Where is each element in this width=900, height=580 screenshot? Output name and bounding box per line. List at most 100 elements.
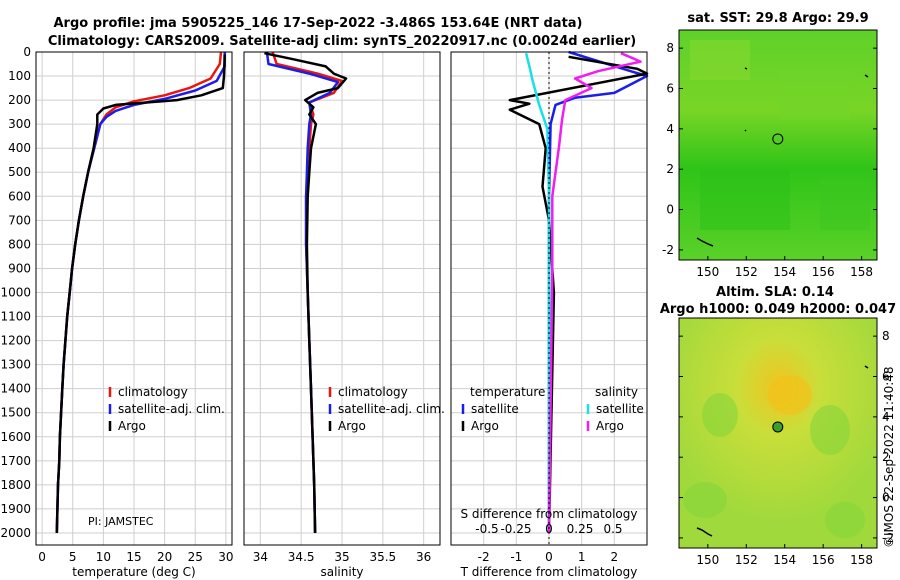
- y-tick-label: 700: [8, 213, 31, 227]
- map-x-tick-label: 152: [735, 265, 758, 279]
- x-tick-label: 0: [545, 550, 553, 564]
- temperature-panel: 0 5 10 15 20 25 30 temperature (deg C): [35, 51, 234, 579]
- y-tick-label: 100: [8, 69, 31, 83]
- map-y-tick-label: -2: [662, 243, 674, 257]
- sla-map-axes: 150 152 154 156 158 8 6 4 2 0 -2: [679, 329, 894, 567]
- x-tick-label: 34.5: [288, 550, 315, 564]
- sst-map-title: sat. SST: 29.8 Argo: 29.9: [687, 11, 868, 26]
- map-x-tick-label: 158: [850, 553, 873, 567]
- x2-tick-label: 0.25: [567, 522, 594, 536]
- sla-map-subtitle: Argo h1000: 0.049 h2000: 0.047: [660, 302, 896, 317]
- sst-argo-marker: [772, 133, 784, 145]
- x-tick-label: 2: [611, 550, 619, 564]
- y-tick-label: 900: [8, 261, 31, 275]
- y-tick-label: 1800: [0, 478, 31, 492]
- x-tick-label: 10: [96, 550, 111, 564]
- y-tick-label: 2000: [0, 526, 31, 540]
- map-y-tick-label: 4: [882, 410, 890, 424]
- x2-tick-label: 0.5: [603, 522, 622, 536]
- map-y-tick-label: 0: [666, 203, 674, 217]
- x-tick-label: 35: [334, 550, 349, 564]
- y-tick-label: 0: [23, 45, 31, 59]
- y-tick-label: 300: [8, 117, 31, 131]
- argo-line: [55, 54, 226, 534]
- map-y-tick-label: 4: [666, 122, 674, 136]
- x-axis-label: temperature (deg C): [72, 565, 195, 579]
- map-x-tick-label: 154: [773, 553, 796, 567]
- map-y-tick-label: 2: [882, 450, 890, 464]
- s-argo-line: [547, 52, 642, 534]
- map-x-tick-label: 150: [696, 553, 719, 567]
- x-tick-label: 36: [416, 550, 431, 564]
- map-y-tick-label: 8: [882, 329, 890, 343]
- x-tick-label: -2: [478, 550, 490, 564]
- sla-texture: [683, 365, 869, 538]
- x-tick-label: 25: [188, 550, 203, 564]
- legend-label: Argo: [596, 419, 624, 433]
- x-tick-label: -1: [510, 550, 522, 564]
- pi-credit: PI: JAMSTEC: [88, 515, 154, 528]
- x-tick-label: 0: [38, 550, 46, 564]
- x-axis-label: T difference from climatology: [460, 565, 638, 579]
- legend-label: satellite: [596, 402, 644, 416]
- map-x-tick-label: 156: [812, 553, 835, 567]
- map-y-tick-label: 6: [666, 82, 674, 96]
- x2-tick-label: -0.25: [500, 522, 531, 536]
- legend-label: climatology: [118, 385, 188, 399]
- x-tick-label: 20: [157, 550, 172, 564]
- y-tick-label: 1200: [0, 334, 31, 348]
- difference-panel: -2 -1 0 1 2T difference from climatology: [450, 50, 649, 579]
- sst-map-frame: [678, 29, 878, 261]
- y-tick-label: 1700: [0, 454, 31, 468]
- map-x-tick-label: 150: [696, 265, 719, 279]
- figure-title-line1: Argo profile: jma 5905225_146 17-Sep-202…: [54, 16, 583, 31]
- map-y-tick-label: -2: [882, 531, 894, 545]
- y-tick-label: 1100: [0, 310, 31, 324]
- t-argo-line: [508, 55, 649, 534]
- y-tick-label: 500: [8, 165, 31, 179]
- figure-title-line2: Climatology: CARS2009. Satellite-adj cli…: [48, 34, 636, 49]
- map-y-tick-label: 8: [666, 41, 674, 55]
- argo-line: [264, 51, 348, 534]
- map-y-tick-label: 6: [882, 370, 890, 384]
- legend-label: Argo: [338, 419, 366, 433]
- y-tick-label: 1900: [0, 502, 31, 516]
- map-y-tick-label: 0: [882, 491, 890, 505]
- legend-title-temperature: temperature: [470, 385, 545, 399]
- sla-argo-marker: [772, 421, 784, 433]
- legend-label: Argo: [118, 419, 146, 433]
- x-tick-label: 1: [578, 550, 586, 564]
- imos-stamp: ©IMOS 22-Sep-2022 11:40:48: [882, 366, 896, 548]
- y-tick-label: 1400: [0, 382, 31, 396]
- y-tick-label: 400: [8, 141, 31, 155]
- map-x-tick-label: 154: [773, 265, 796, 279]
- x-tick-label: 35.5: [369, 550, 396, 564]
- sla-map-frame: [678, 317, 878, 549]
- salinity-panel: 34 34.5 35 35.5 36 salinity: [243, 51, 441, 579]
- map-x-tick-label: 156: [812, 265, 835, 279]
- axes-frame: [35, 51, 233, 546]
- y-tick-label: 1000: [0, 285, 31, 299]
- map-x-tick-label: 158: [850, 265, 873, 279]
- x-tick-label: 34: [253, 550, 268, 564]
- legend-label: Argo: [471, 419, 499, 433]
- x-tick-label: 5: [69, 550, 77, 564]
- legend-label: climatology: [338, 385, 408, 399]
- y-tick-label: 1500: [0, 406, 31, 420]
- sla-map-panel: Altim. SLA: 0.14 Argo h1000: 0.049 h2000…: [660, 285, 896, 567]
- legend-label: satellite-adj. clim.: [118, 402, 225, 416]
- y-tick-label: 1600: [0, 430, 31, 444]
- map-x-tick-label: 152: [735, 553, 758, 567]
- legend-label: satellite: [471, 402, 519, 416]
- axes-frame: [243, 51, 441, 546]
- legend-label: satellite-adj. clim.: [338, 402, 445, 416]
- s-satellite-line: [524, 52, 551, 533]
- sst-map-panel: sat. SST: 29.8 Argo: 29.9 150 152 154 156 15…: [662, 11, 878, 279]
- sst-map-axes: 150 152 154 156 158 8 6 4 2 0 -2: [662, 41, 877, 279]
- y-tick-label: 600: [8, 189, 31, 203]
- y-tick-label: 200: [8, 93, 31, 107]
- y-tick-label: 1300: [0, 358, 31, 372]
- y-tick-label: 800: [8, 237, 31, 251]
